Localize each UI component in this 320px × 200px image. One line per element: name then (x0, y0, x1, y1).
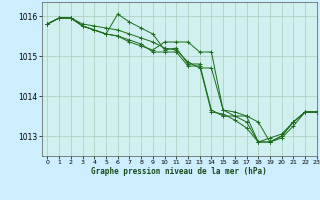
X-axis label: Graphe pression niveau de la mer (hPa): Graphe pression niveau de la mer (hPa) (91, 167, 267, 176)
